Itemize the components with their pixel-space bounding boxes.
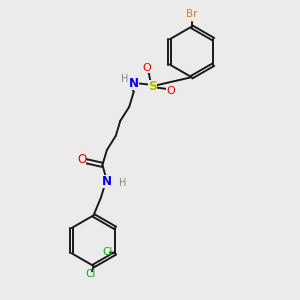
Text: S: S [148, 80, 158, 93]
Text: O: O [77, 153, 86, 166]
Text: O: O [167, 85, 175, 96]
Text: H: H [121, 74, 128, 84]
Text: O: O [143, 63, 152, 73]
Text: Cl: Cl [102, 247, 112, 257]
Text: N: N [129, 76, 139, 90]
Text: Cl: Cl [85, 269, 96, 279]
Text: Br: Br [186, 9, 197, 19]
Text: H: H [119, 178, 126, 188]
Text: N: N [102, 175, 112, 188]
